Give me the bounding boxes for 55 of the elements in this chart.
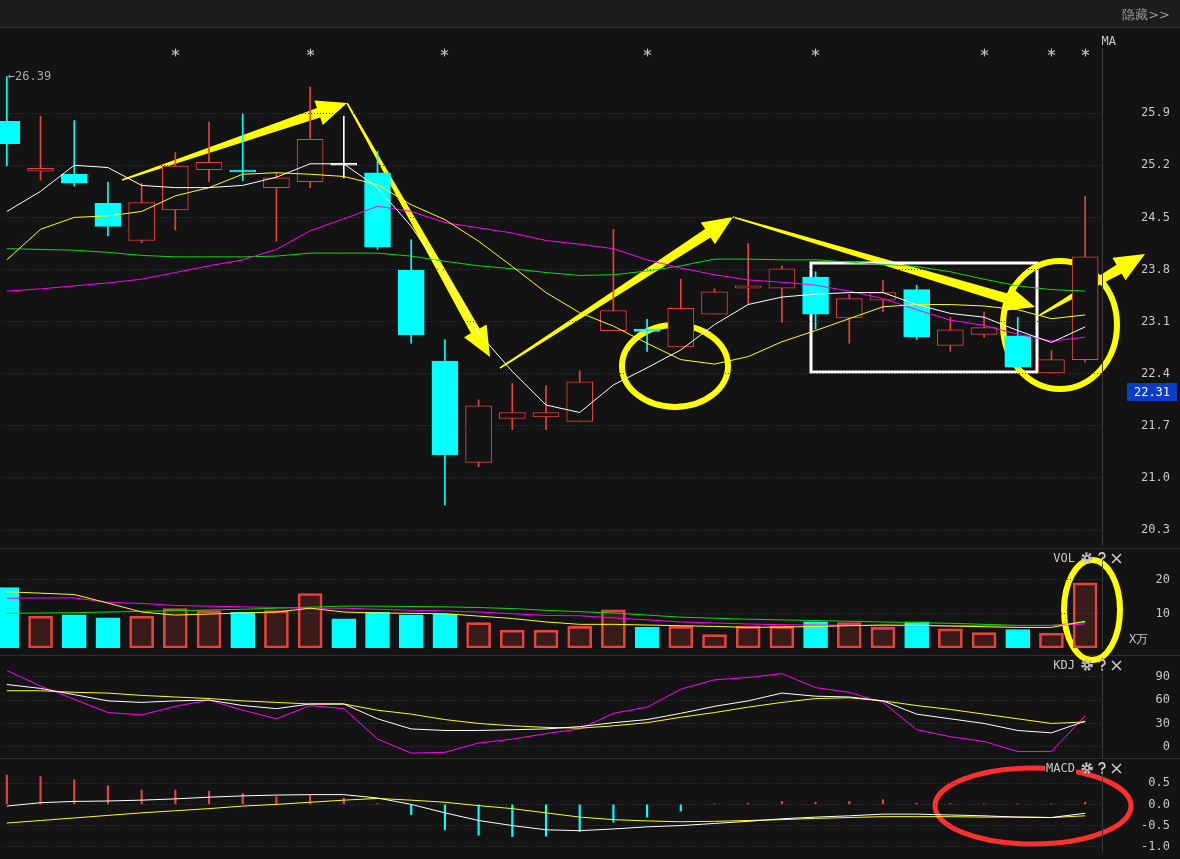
bar xyxy=(814,801,817,805)
y-tick-label: 30 xyxy=(1155,715,1170,730)
y-tick-label: 20.3 xyxy=(1141,522,1170,537)
y-tick-label: 0 xyxy=(1162,738,1170,753)
y-axis-title: X万 xyxy=(1129,632,1149,646)
bar xyxy=(410,804,413,815)
bar xyxy=(938,628,963,648)
chart-title: MACD xyxy=(1045,761,1076,775)
y-tick-label: 20 xyxy=(1155,571,1170,586)
bar xyxy=(881,799,885,805)
chart-title: KDJ xyxy=(1052,658,1076,672)
y-tick-label: 10 xyxy=(1155,605,1170,620)
y-tick-label: 23.8 xyxy=(1141,261,1170,276)
bar xyxy=(129,615,154,648)
bar xyxy=(264,610,289,648)
bar xyxy=(73,779,76,805)
y-tick-label: 21.0 xyxy=(1141,470,1170,485)
chart-title: VOL xyxy=(1052,551,1076,565)
bar xyxy=(499,629,525,648)
bar xyxy=(567,626,593,648)
bar xyxy=(39,776,42,805)
y-tick-label: 21.7 xyxy=(1141,418,1170,432)
y-tick-label: 0.0 xyxy=(1148,796,1170,811)
candlestick xyxy=(195,121,223,182)
bar xyxy=(870,627,896,648)
bar xyxy=(668,626,694,648)
bar xyxy=(836,622,862,648)
text: 22.31 xyxy=(1127,383,1177,401)
candlestick xyxy=(60,120,88,187)
bar xyxy=(5,774,8,805)
y-tick-label: 60 xyxy=(1155,692,1170,707)
bar xyxy=(1072,582,1098,648)
y-tick-label: 25.9 xyxy=(1141,105,1170,120)
candlestick xyxy=(633,319,661,352)
text: 隐藏>> xyxy=(1122,6,1170,24)
y-tick-label: 24.5 xyxy=(1141,209,1170,224)
y-tick-label: 25.2 xyxy=(1141,157,1170,172)
bar xyxy=(28,615,53,648)
bar xyxy=(466,622,491,648)
y-tick-label: 0.5 xyxy=(1148,775,1170,790)
bar xyxy=(735,626,761,648)
chart-title: MA xyxy=(1100,34,1117,48)
candlestick xyxy=(532,385,560,430)
bar xyxy=(533,629,559,648)
bar xyxy=(1039,632,1064,648)
bar xyxy=(275,796,278,805)
y-tick-label: 22.4 xyxy=(1141,365,1170,380)
candlestick xyxy=(498,383,526,430)
y-tick-label: 90 xyxy=(1155,668,1170,683)
y-tick-label: -1.0 xyxy=(1141,838,1170,853)
bar xyxy=(971,632,997,648)
y-tick-label: 23.1 xyxy=(1141,313,1170,328)
y-tick-label: -0.5 xyxy=(1141,817,1170,832)
annotation: ←26.39 xyxy=(7,68,52,83)
bar xyxy=(702,634,727,648)
